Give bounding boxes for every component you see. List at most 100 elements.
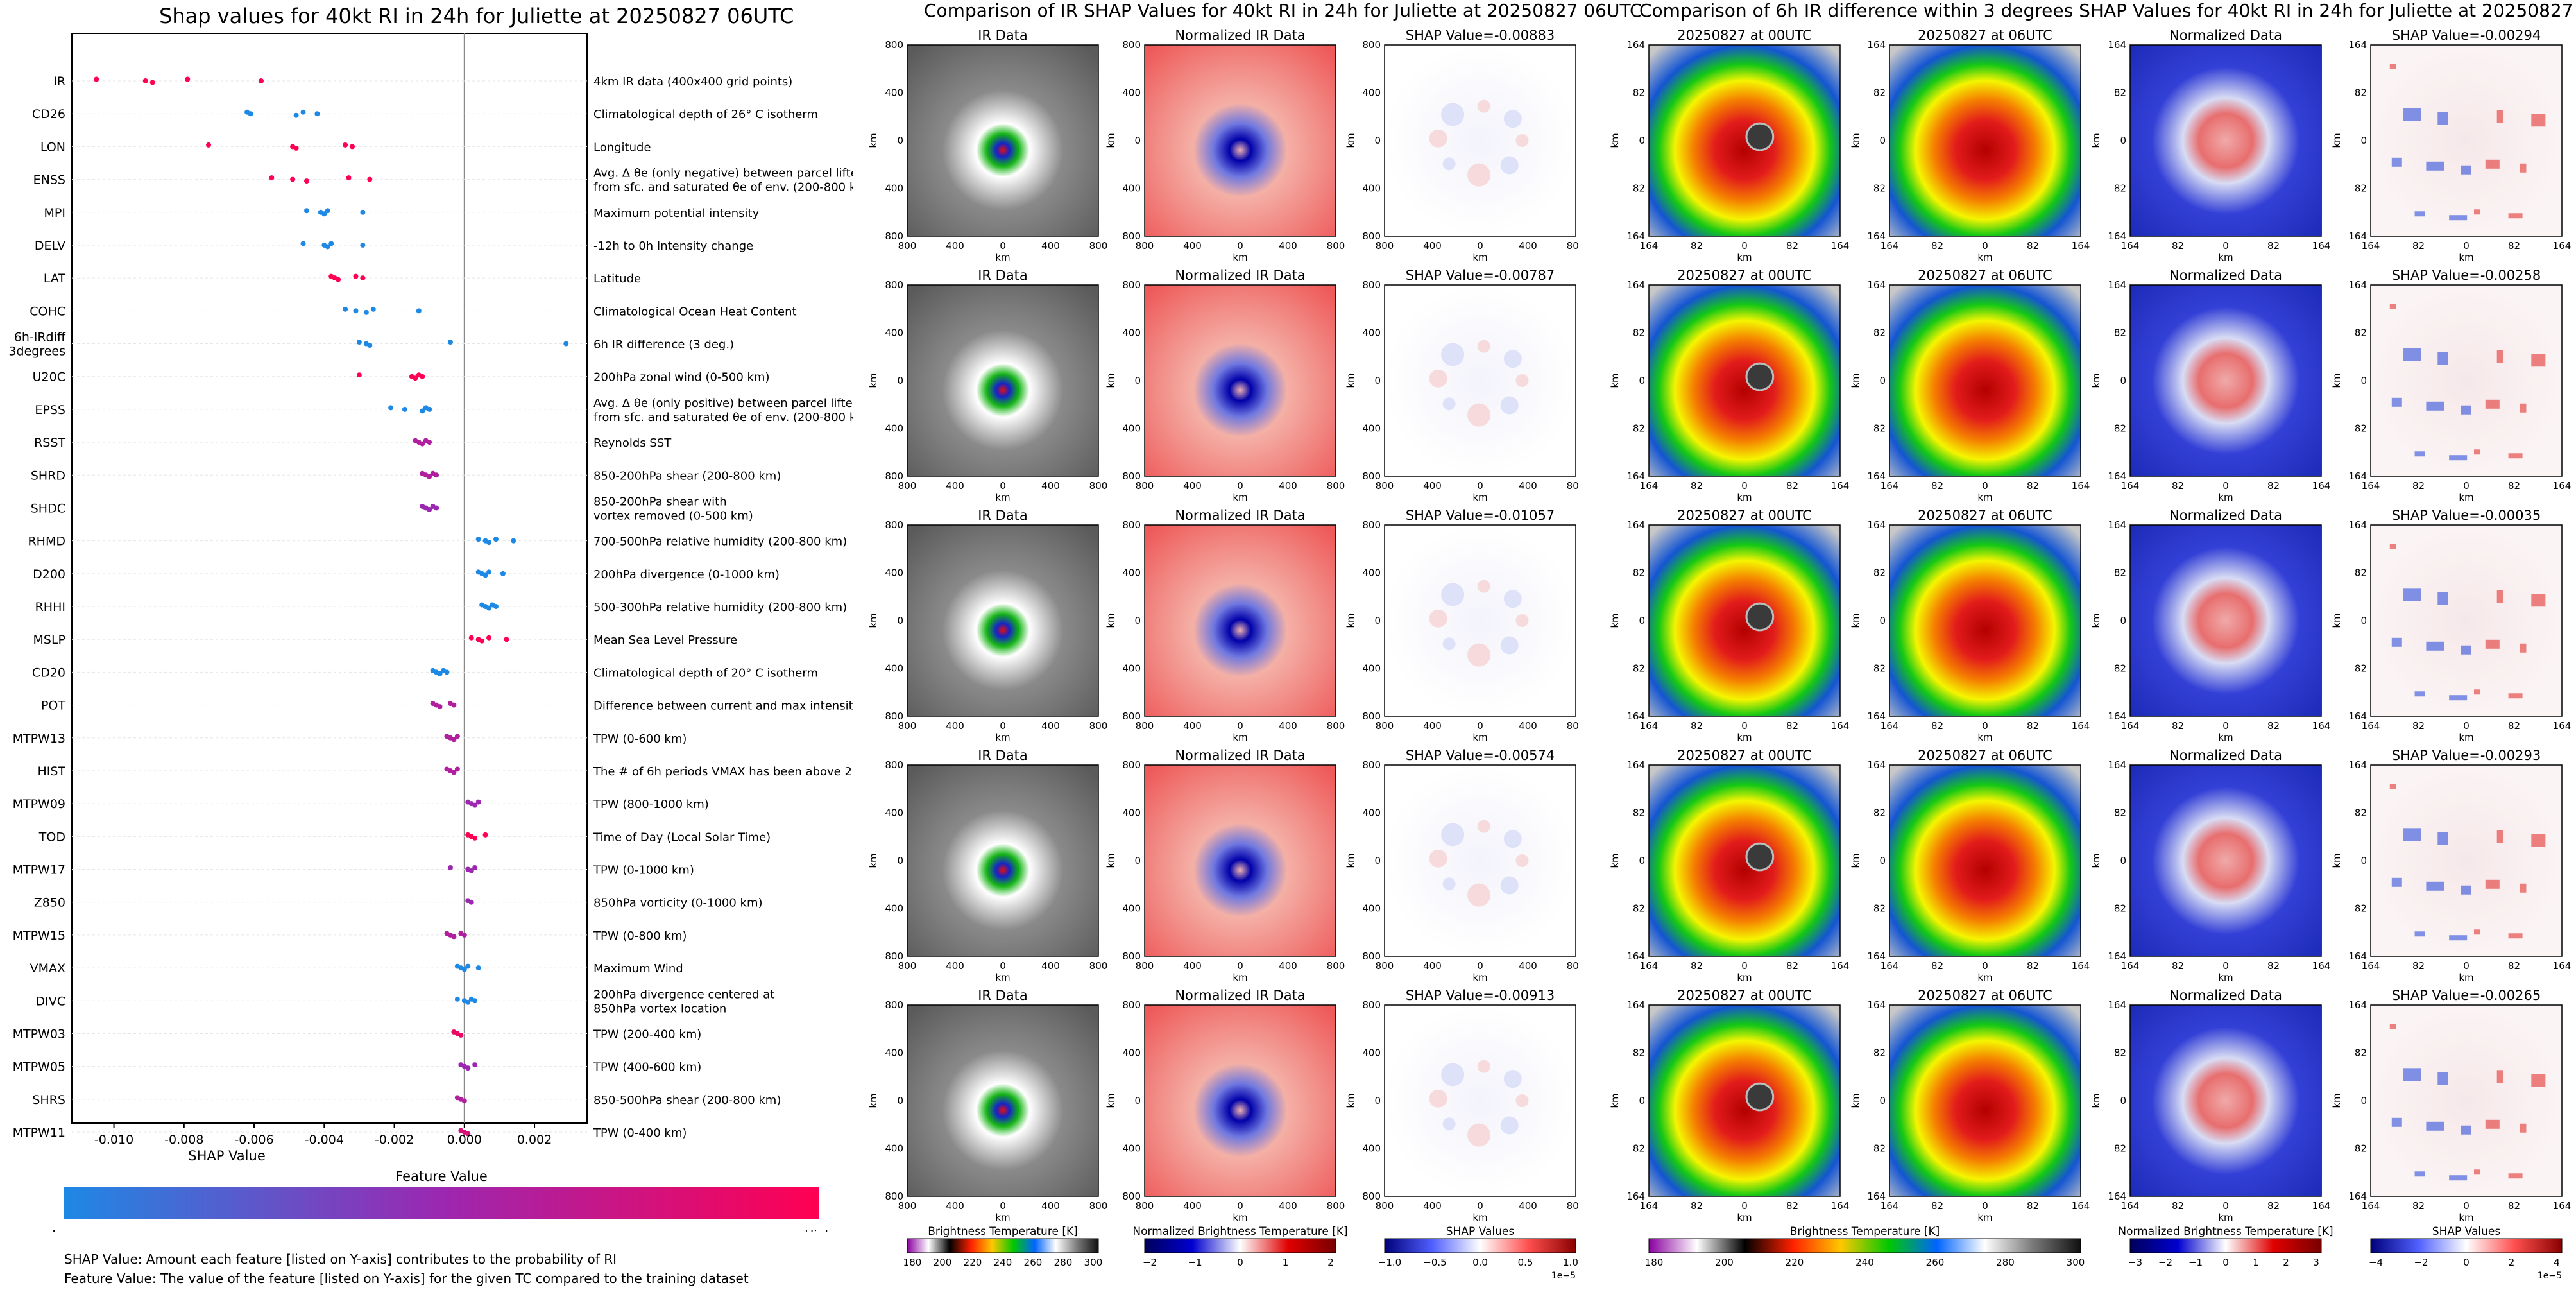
y-tick-label: 0 [1639,135,1645,146]
y-tick-label: 0 [1374,135,1381,146]
x-axis-label: km [995,732,1010,743]
x-axis-label: km [1737,252,1752,263]
shap-blob [2496,830,2503,843]
x-axis-label: km [1737,1212,1752,1223]
shap-blob [2520,403,2527,413]
right-colorbar-brightness [1648,1238,2081,1253]
feature-name: COHC [30,304,65,318]
ir-00utc-panel [1649,765,1840,956]
shap-point [94,76,99,82]
shap-point [486,569,492,575]
x-tick-label: 164 [2362,720,2380,732]
shap-blob [2531,114,2546,127]
x-tick-label: 82 [2172,1200,2184,1212]
y-axis-label: km [1609,1093,1621,1108]
x-tick-label: 0 [2463,1200,2469,1212]
feature-description: 850-500hPa shear (200-800 km) [593,1094,781,1107]
shap-point [356,340,362,345]
right-colorbar-shap-tick-label: 2 [2509,1257,2515,1268]
shap-blob [2414,211,2425,217]
x-tick-label: 82 [1786,720,1798,732]
normalized-ir-panel [1145,1005,1336,1196]
x-tick-label: 164 [2362,480,2380,492]
eye-marker [1745,602,1775,632]
y-tick-label: 800 [1122,1191,1141,1202]
ir-shap-panel-title: SHAP Value=-0.00787 [1406,268,1555,283]
x-tick-label: 164 [1831,480,1850,492]
y-tick-label: 164 [2108,519,2126,531]
y-tick-label: 800 [1122,999,1141,1011]
right-title: Comparison of 6h IR difference within 3 … [1639,0,2576,21]
mid-colorbar-normalized [1144,1238,1336,1253]
x-tick-label: 82 [1691,720,1703,732]
ir-06utc-panel-title: 20250827 at 06UTC [1918,28,2052,43]
feature-name: SHRS [32,1093,65,1107]
shap-blob [2414,691,2425,697]
y-tick-label: 82 [2355,807,2367,819]
shap-blob [1429,129,1447,148]
shap-blob [2520,1123,2527,1133]
y-tick-label: 800 [1362,39,1381,51]
ir-shap-panel-title: SHAP Value=-0.00883 [1406,28,1555,43]
x-tick-label: 0 [2463,240,2469,252]
shap-blob [2473,689,2480,695]
right-colorbar-shap-tick-label: 0 [2463,1257,2469,1268]
y-tick-label: 164 [1626,230,1645,242]
x-tick-label: 164 [1881,960,1899,972]
x-tick-label: 82 [1931,240,1943,252]
y-axis-label: km [867,613,879,628]
eye-marker [1745,842,1775,872]
x-tick-label: 82 [2412,240,2425,252]
y-tick-label: 164 [1626,519,1645,531]
x-tick-label: 82 [1931,960,1943,972]
x-tick-label: 0 [1000,240,1006,252]
y-tick-label: 82 [2355,87,2367,99]
shap-point [293,112,299,118]
ir-shap-panel [1385,525,1576,716]
y-tick-label: 0 [1879,135,1886,146]
normalized-diff-panel [2130,45,2321,236]
x-tick-label: 800 [1567,480,1578,492]
shap-blob [1467,883,1491,907]
x-tick-label: 800 [1327,1200,1345,1212]
y-tick-label: 82 [1633,807,1645,819]
y-tick-label: 400 [1122,807,1141,819]
shap-point [328,241,334,246]
y-tick-label: 800 [1362,279,1381,291]
shap-blob [2449,935,2468,941]
shap-blob [2520,163,2527,173]
y-tick-label: 800 [1362,999,1381,1011]
mid-colorbar-shap-tick-label: 0.0 [1472,1257,1488,1268]
x-axis-label: km [1977,252,1992,263]
y-tick-label: 82 [1633,663,1645,675]
diff-shap-panel-frame [2370,284,2563,477]
x-tick-label: 82 [1931,480,1943,492]
x-tick-label: 164 [1881,720,1899,732]
x-tick-label: 0 [2222,480,2229,492]
x-tick-label: 164 [2121,720,2140,732]
y-tick-label: 164 [2348,279,2367,291]
x-tick-label: 82 [2027,240,2039,252]
y-tick-label: 400 [885,663,903,675]
ir-data-panel-frame [907,524,1099,717]
shap-blob [1515,1094,1529,1107]
y-tick-label: 82 [2114,1047,2126,1059]
y-axis-label: km [2090,853,2102,868]
x-tick-label: 0 [1237,1200,1243,1212]
shap-blob [2485,879,2500,889]
footnote-feature: Feature Value: The value of the feature … [64,1271,749,1286]
shap-point [500,571,506,576]
shap-blob [2426,161,2444,171]
x-tick-label: 0 [1477,480,1483,492]
y-tick-label: 400 [1362,567,1381,579]
feature-description: 200hPa zonal wind (0-500 km) [593,371,770,384]
y-tick-label: 82 [1873,807,1886,819]
y-tick-label: 82 [2114,567,2126,579]
shap-blob [2403,588,2421,601]
feature-value-colorbar [64,1187,819,1219]
shap-point [434,505,439,511]
feature-name: SHRD [31,469,65,483]
ir-data-panel-title: IR Data [978,268,1028,283]
plot-frame [71,33,588,1124]
y-tick-label: 400 [1362,423,1381,434]
